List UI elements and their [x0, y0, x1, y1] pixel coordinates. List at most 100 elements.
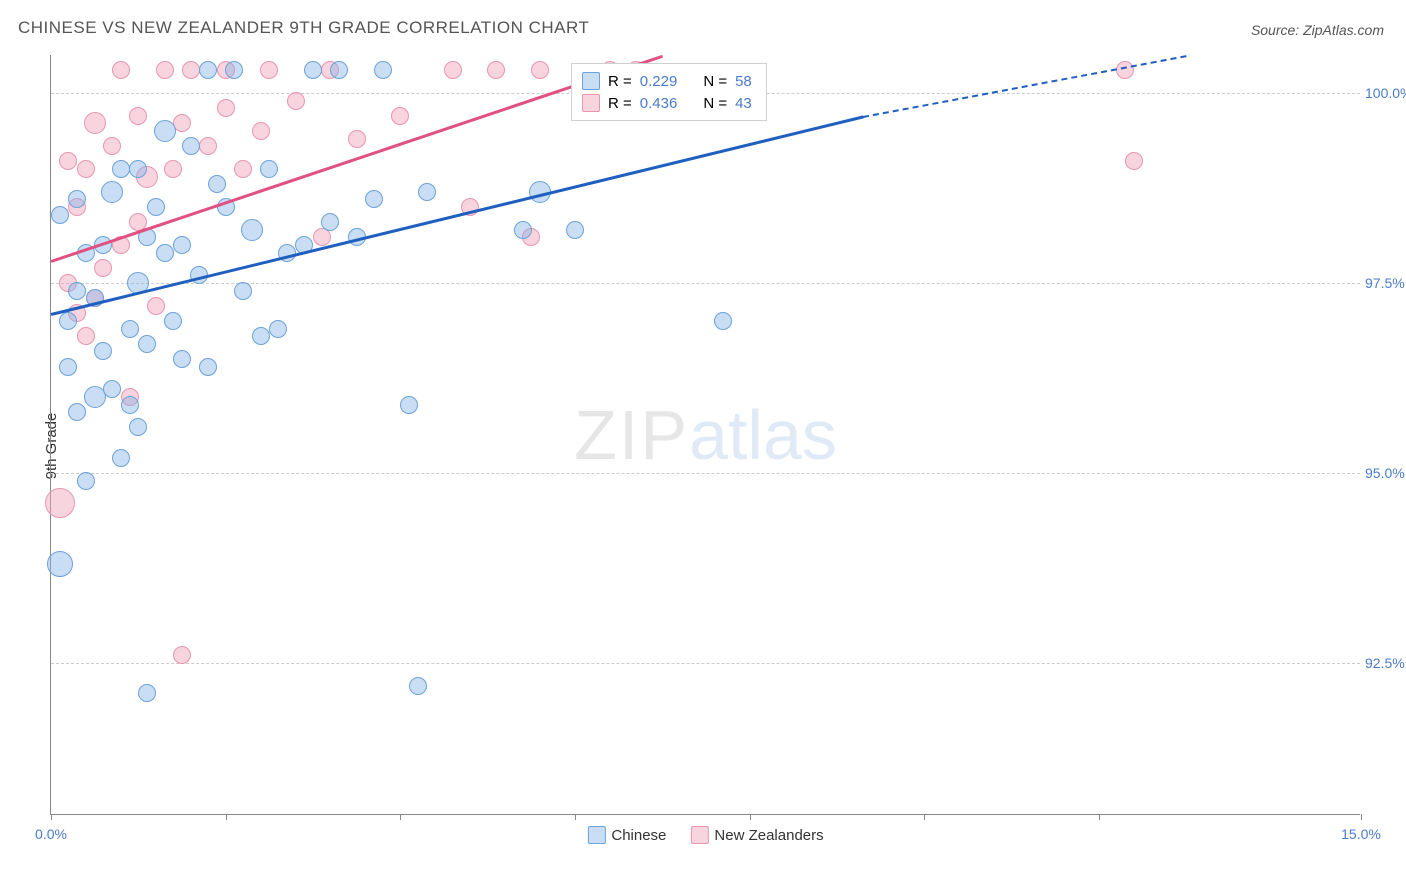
data-point — [234, 282, 252, 300]
data-point — [51, 206, 69, 224]
y-tick-label: 97.5% — [1365, 275, 1406, 291]
data-point — [84, 112, 106, 134]
data-point — [164, 160, 182, 178]
r-value: 0.436 — [640, 95, 678, 112]
data-point — [514, 221, 532, 239]
data-point — [77, 327, 95, 345]
data-point — [173, 646, 191, 664]
data-point — [391, 107, 409, 125]
data-point — [147, 198, 165, 216]
source-name: ZipAtlas.com — [1303, 22, 1384, 38]
data-point — [348, 130, 366, 148]
data-point — [234, 160, 252, 178]
trend-line — [863, 55, 1186, 118]
watermark: ZIPatlas — [574, 395, 837, 475]
legend-label: Chinese — [611, 827, 666, 844]
data-point — [199, 137, 217, 155]
trend-line — [51, 116, 864, 316]
data-point — [121, 396, 139, 414]
x-tick — [400, 814, 401, 820]
data-point — [208, 175, 226, 193]
series-legend: Chinese New Zealanders — [587, 826, 823, 844]
data-point — [304, 61, 322, 79]
data-point — [129, 418, 147, 436]
data-point — [154, 120, 176, 142]
data-point — [156, 244, 174, 262]
data-point — [59, 312, 77, 330]
y-tick-label: 100.0% — [1365, 85, 1406, 101]
r-label: R = — [608, 73, 632, 90]
data-point — [313, 228, 331, 246]
data-point — [138, 684, 156, 702]
n-value: 58 — [735, 73, 752, 90]
data-point — [112, 61, 130, 79]
data-point — [182, 61, 200, 79]
x-tick — [924, 814, 925, 820]
data-point — [1125, 152, 1143, 170]
data-point — [59, 152, 77, 170]
data-point — [101, 181, 123, 203]
data-point — [173, 236, 191, 254]
data-point — [287, 92, 305, 110]
source-attribution: Source: ZipAtlas.com — [1251, 22, 1384, 38]
data-point — [400, 396, 418, 414]
gridline — [51, 473, 1360, 474]
watermark-zip: ZIP — [574, 396, 689, 474]
data-point — [260, 160, 278, 178]
y-tick-label: 92.5% — [1365, 655, 1406, 671]
data-point — [409, 677, 427, 695]
data-point — [1116, 61, 1134, 79]
data-point — [269, 320, 287, 338]
watermark-atlas: atlas — [689, 396, 837, 474]
data-point — [199, 61, 217, 79]
data-point — [225, 61, 243, 79]
data-point — [103, 380, 121, 398]
data-point — [714, 312, 732, 330]
source-prefix: Source: — [1251, 22, 1303, 38]
data-point — [94, 342, 112, 360]
data-point — [365, 190, 383, 208]
data-point — [199, 358, 217, 376]
data-point — [252, 327, 270, 345]
y-tick-label: 95.0% — [1365, 465, 1406, 481]
data-point — [68, 282, 86, 300]
data-point — [77, 160, 95, 178]
data-point — [531, 61, 549, 79]
data-point — [566, 221, 584, 239]
data-point — [121, 320, 139, 338]
data-point — [374, 61, 392, 79]
legend-item: Chinese — [587, 826, 666, 844]
data-point — [68, 190, 86, 208]
x-tick-label: 0.0% — [35, 826, 67, 842]
data-point — [94, 259, 112, 277]
data-point — [260, 61, 278, 79]
data-point — [147, 297, 165, 315]
legend-label: New Zealanders — [714, 827, 823, 844]
data-point — [173, 114, 191, 132]
chart-title: CHINESE VS NEW ZEALANDER 9TH GRADE CORRE… — [18, 18, 589, 38]
data-point — [103, 137, 121, 155]
x-tick — [1099, 814, 1100, 820]
data-point — [321, 213, 339, 231]
x-tick — [750, 814, 751, 820]
data-point — [129, 160, 147, 178]
data-point — [241, 219, 263, 241]
data-point — [173, 350, 191, 368]
data-point — [217, 99, 235, 117]
data-point — [77, 472, 95, 490]
data-point — [156, 61, 174, 79]
legend-swatch — [587, 826, 605, 844]
data-point — [487, 61, 505, 79]
data-point — [182, 137, 200, 155]
scatter-plot: ZIPatlas 92.5%95.0%97.5%100.0%0.0%15.0%R… — [50, 55, 1360, 815]
data-point — [330, 61, 348, 79]
data-point — [47, 551, 73, 577]
x-tick — [1361, 814, 1362, 820]
r-value: 0.229 — [640, 73, 678, 90]
x-tick — [226, 814, 227, 820]
gridline — [51, 663, 1360, 664]
data-point — [129, 107, 147, 125]
data-point — [112, 160, 130, 178]
legend-swatch — [582, 94, 600, 112]
legend-swatch — [582, 72, 600, 90]
